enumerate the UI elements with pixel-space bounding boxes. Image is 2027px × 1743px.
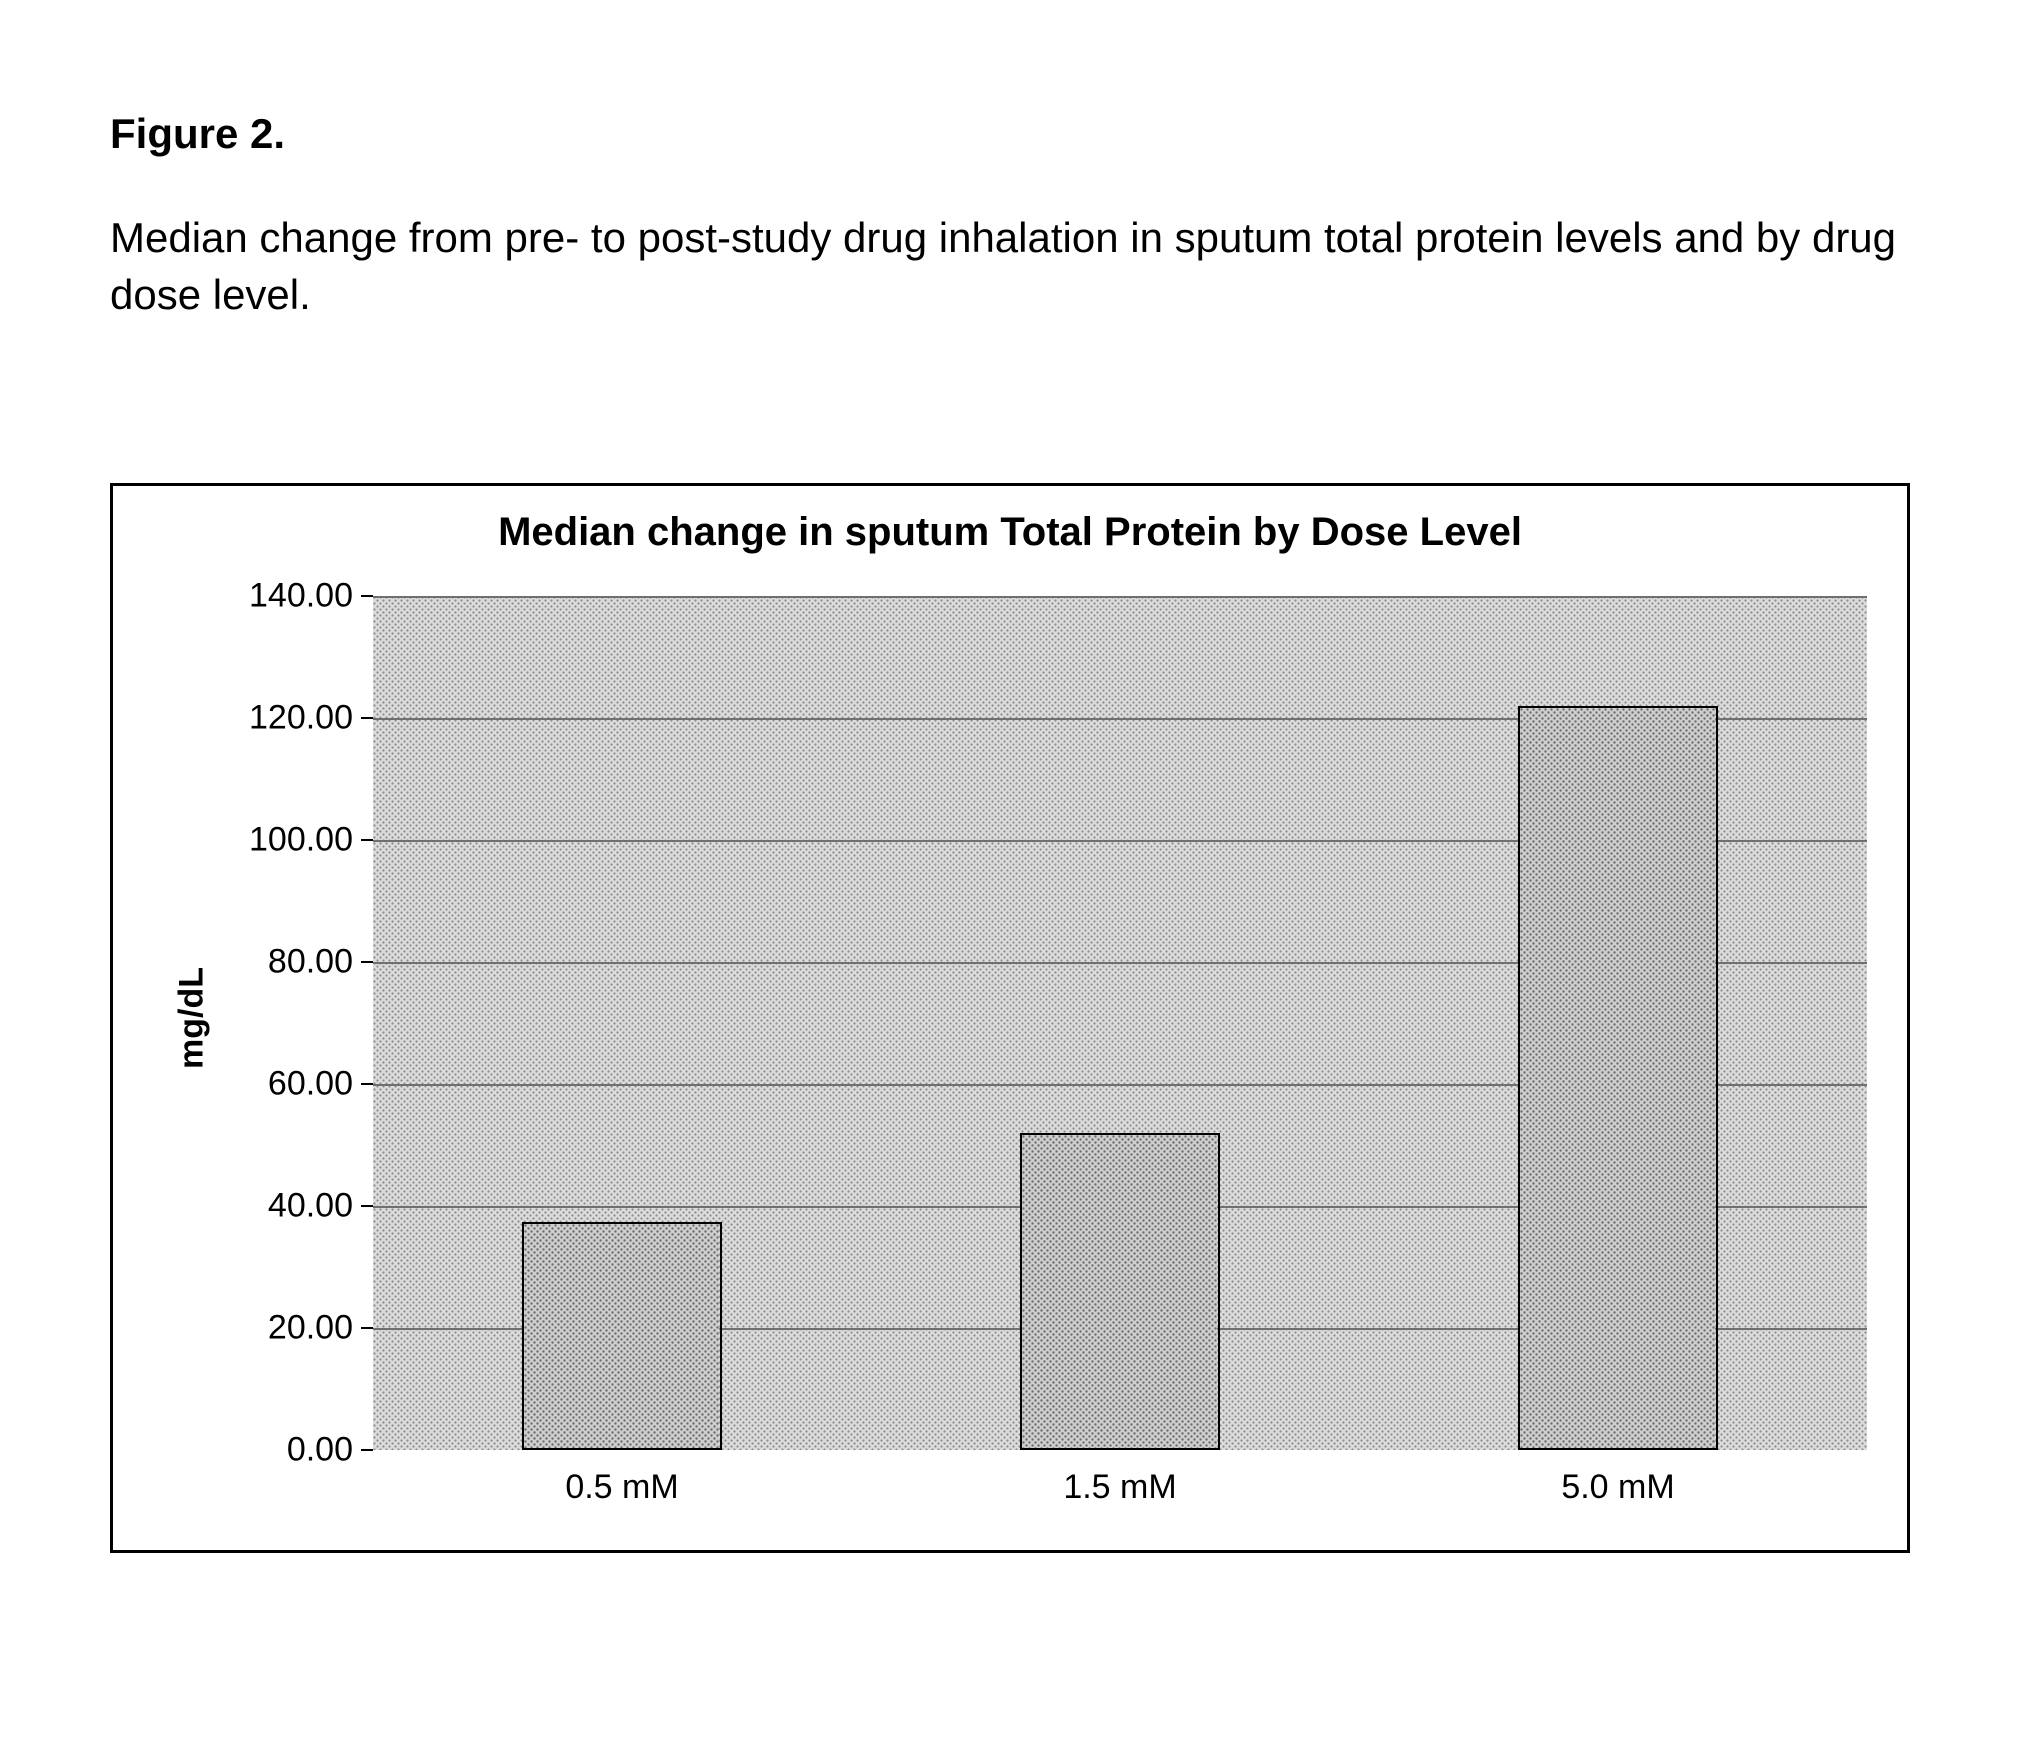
x-tick-label: 5.0 mM	[1561, 1468, 1674, 1507]
chart-frame: Median change in sputum Total Protein by…	[110, 483, 1910, 1553]
x-tick-label: 0.5 mM	[565, 1468, 678, 1507]
figure-number: Figure 2.	[110, 110, 1917, 158]
y-tick-mark	[361, 839, 373, 841]
y-tick-mark	[361, 595, 373, 597]
figure-caption: Median change from pre- to post-study dr…	[110, 210, 1910, 323]
y-tick-label: 20.00	[268, 1309, 353, 1348]
y-tick-mark	[361, 717, 373, 719]
y-axis-title: mg/dL	[172, 967, 211, 1069]
y-tick-mark	[361, 1449, 373, 1451]
y-tick-label: 120.00	[249, 699, 353, 738]
y-tick-label: 100.00	[249, 821, 353, 860]
y-tick-label: 0.00	[287, 1431, 353, 1470]
y-tick-label: 140.00	[249, 577, 353, 616]
x-tick-label: 1.5 mM	[1063, 1468, 1176, 1507]
x-tick-labels: 0.5 mM1.5 mM5.0 mM	[373, 596, 1867, 1450]
y-tick-label: 40.00	[268, 1187, 353, 1226]
y-tick-mark	[361, 1205, 373, 1207]
y-tick-label: 80.00	[268, 943, 353, 982]
plot-area: 0.0020.0040.0060.0080.00100.00120.00140.…	[373, 596, 1867, 1450]
chart-title: Median change in sputum Total Protein by…	[113, 510, 1907, 555]
y-tick-mark	[361, 961, 373, 963]
y-tick-label: 60.00	[268, 1065, 353, 1104]
page: Figure 2. Median change from pre- to pos…	[0, 0, 2027, 1743]
y-tick-mark	[361, 1327, 373, 1329]
y-tick-mark	[361, 1083, 373, 1085]
